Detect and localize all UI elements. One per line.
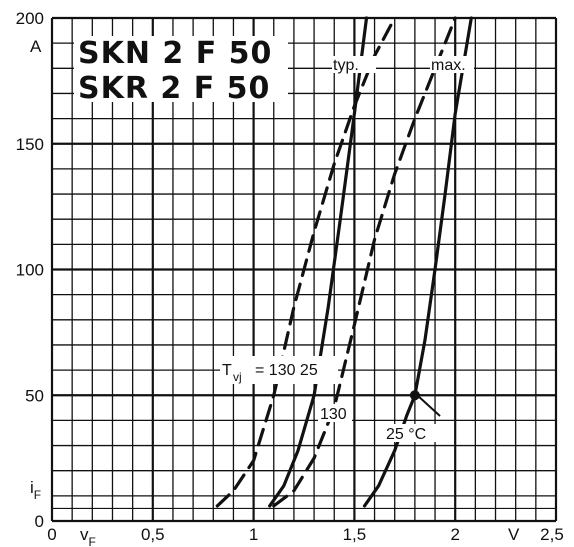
max-label: max.: [431, 57, 466, 74]
x-tick-label: 2,5: [540, 525, 564, 544]
y-unit: A: [30, 37, 42, 56]
tvj-values: = 130 25: [255, 362, 318, 379]
y-axis-label: iF: [30, 478, 41, 502]
y-tick-label: 150: [16, 135, 44, 154]
title-line-2: SKR 2 F 50: [78, 71, 270, 106]
y-tick-label: 0: [35, 512, 44, 531]
title-background: [74, 36, 288, 102]
annotations: typ. max. T vj = 130 25 130 25 °C: [220, 56, 474, 443]
tvj-label-bg: [220, 356, 338, 384]
chart-title: SKN 2 F 50 SKR 2 F 50: [74, 36, 288, 106]
tvj-subscript: vj: [233, 370, 242, 384]
y-tick-label: 200: [16, 9, 44, 28]
x-tick-label: 0,5: [141, 525, 165, 544]
title-line-1: SKN 2 F 50: [78, 36, 272, 71]
typ-label: typ.: [333, 57, 359, 74]
curves: [215, 16, 473, 508]
curve-marker: [409, 390, 420, 401]
x-tick-label: 1,5: [343, 525, 367, 544]
x-tick-label: 2: [450, 525, 459, 544]
series-line-solid-25: [362, 16, 473, 508]
x-tick-label: 0: [47, 525, 56, 544]
max-label-bg: [430, 56, 474, 73]
typ-label-bg: [332, 56, 376, 73]
tvj-label: T: [222, 362, 232, 379]
marker-pointer: [416, 394, 441, 417]
label-130-bg: [318, 404, 352, 422]
label-130: 130: [320, 406, 347, 423]
x-axis-label-main: vF: [80, 525, 96, 547]
y-axis-label-main: iF: [30, 478, 41, 502]
series-line-solid-25: [268, 16, 369, 508]
series-line-dashed-130: [215, 16, 397, 508]
y-tick-label: 100: [16, 261, 44, 280]
tick-labels: 0 50 100 150 200 0 0,5 1 1,5 2 2,5: [16, 9, 564, 544]
x-unit: V: [508, 525, 520, 544]
x-tick-label: 1: [249, 525, 258, 544]
label-25c-bg: [383, 424, 441, 442]
y-tick-label: 50: [25, 386, 44, 405]
major-grid: [50, 16, 558, 523]
x-axis-label: vF: [80, 525, 96, 547]
label-25c: 25 °C: [386, 426, 426, 443]
